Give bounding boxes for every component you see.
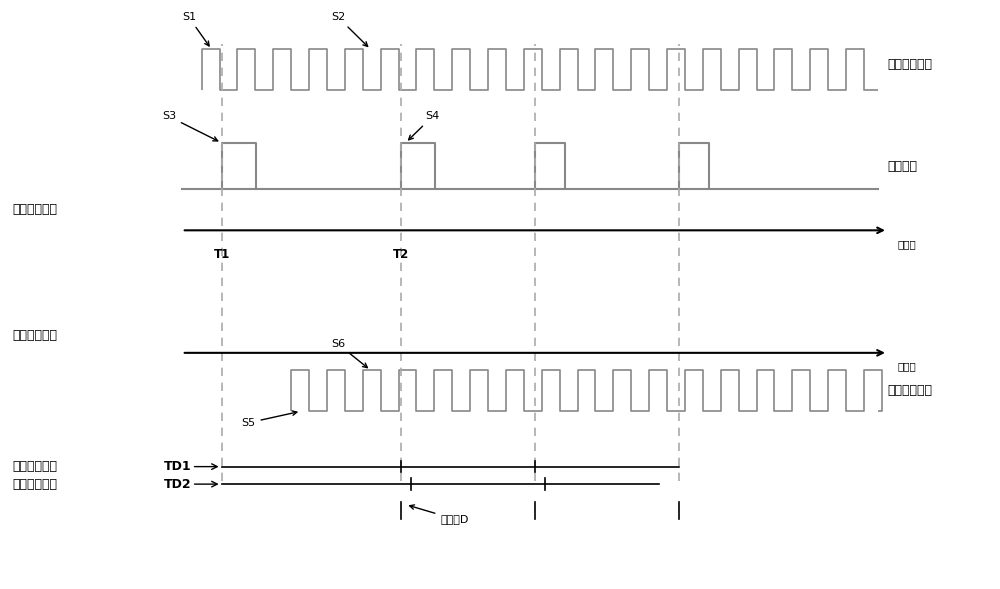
Text: 蓝牙接收设备: 蓝牙接收设备 — [13, 329, 58, 342]
Text: TD2: TD2 — [164, 478, 192, 491]
Text: 时间轴: 时间轴 — [898, 362, 917, 372]
Text: 偏差值D: 偏差值D — [410, 505, 469, 524]
Text: 发送时钟信号: 发送时钟信号 — [888, 58, 933, 71]
Text: 时间轴: 时间轴 — [898, 239, 917, 249]
Text: S6: S6 — [331, 339, 367, 368]
Text: 实际间隔时间: 实际间隔时间 — [13, 478, 58, 491]
Text: TD1: TD1 — [164, 460, 192, 473]
Text: S3: S3 — [162, 111, 218, 141]
Text: 接收时钟信号: 接收时钟信号 — [888, 384, 933, 397]
Text: S5: S5 — [241, 411, 297, 428]
Text: T2: T2 — [392, 248, 409, 261]
Text: S1: S1 — [182, 12, 209, 46]
Text: 蓝牙发送设备: 蓝牙发送设备 — [13, 203, 58, 216]
Text: 理论间隔时间: 理论间隔时间 — [13, 460, 58, 473]
Text: 蓝牙信号: 蓝牙信号 — [888, 160, 918, 173]
Text: S4: S4 — [409, 111, 440, 140]
Text: T1: T1 — [213, 248, 230, 261]
Text: S2: S2 — [331, 12, 368, 47]
